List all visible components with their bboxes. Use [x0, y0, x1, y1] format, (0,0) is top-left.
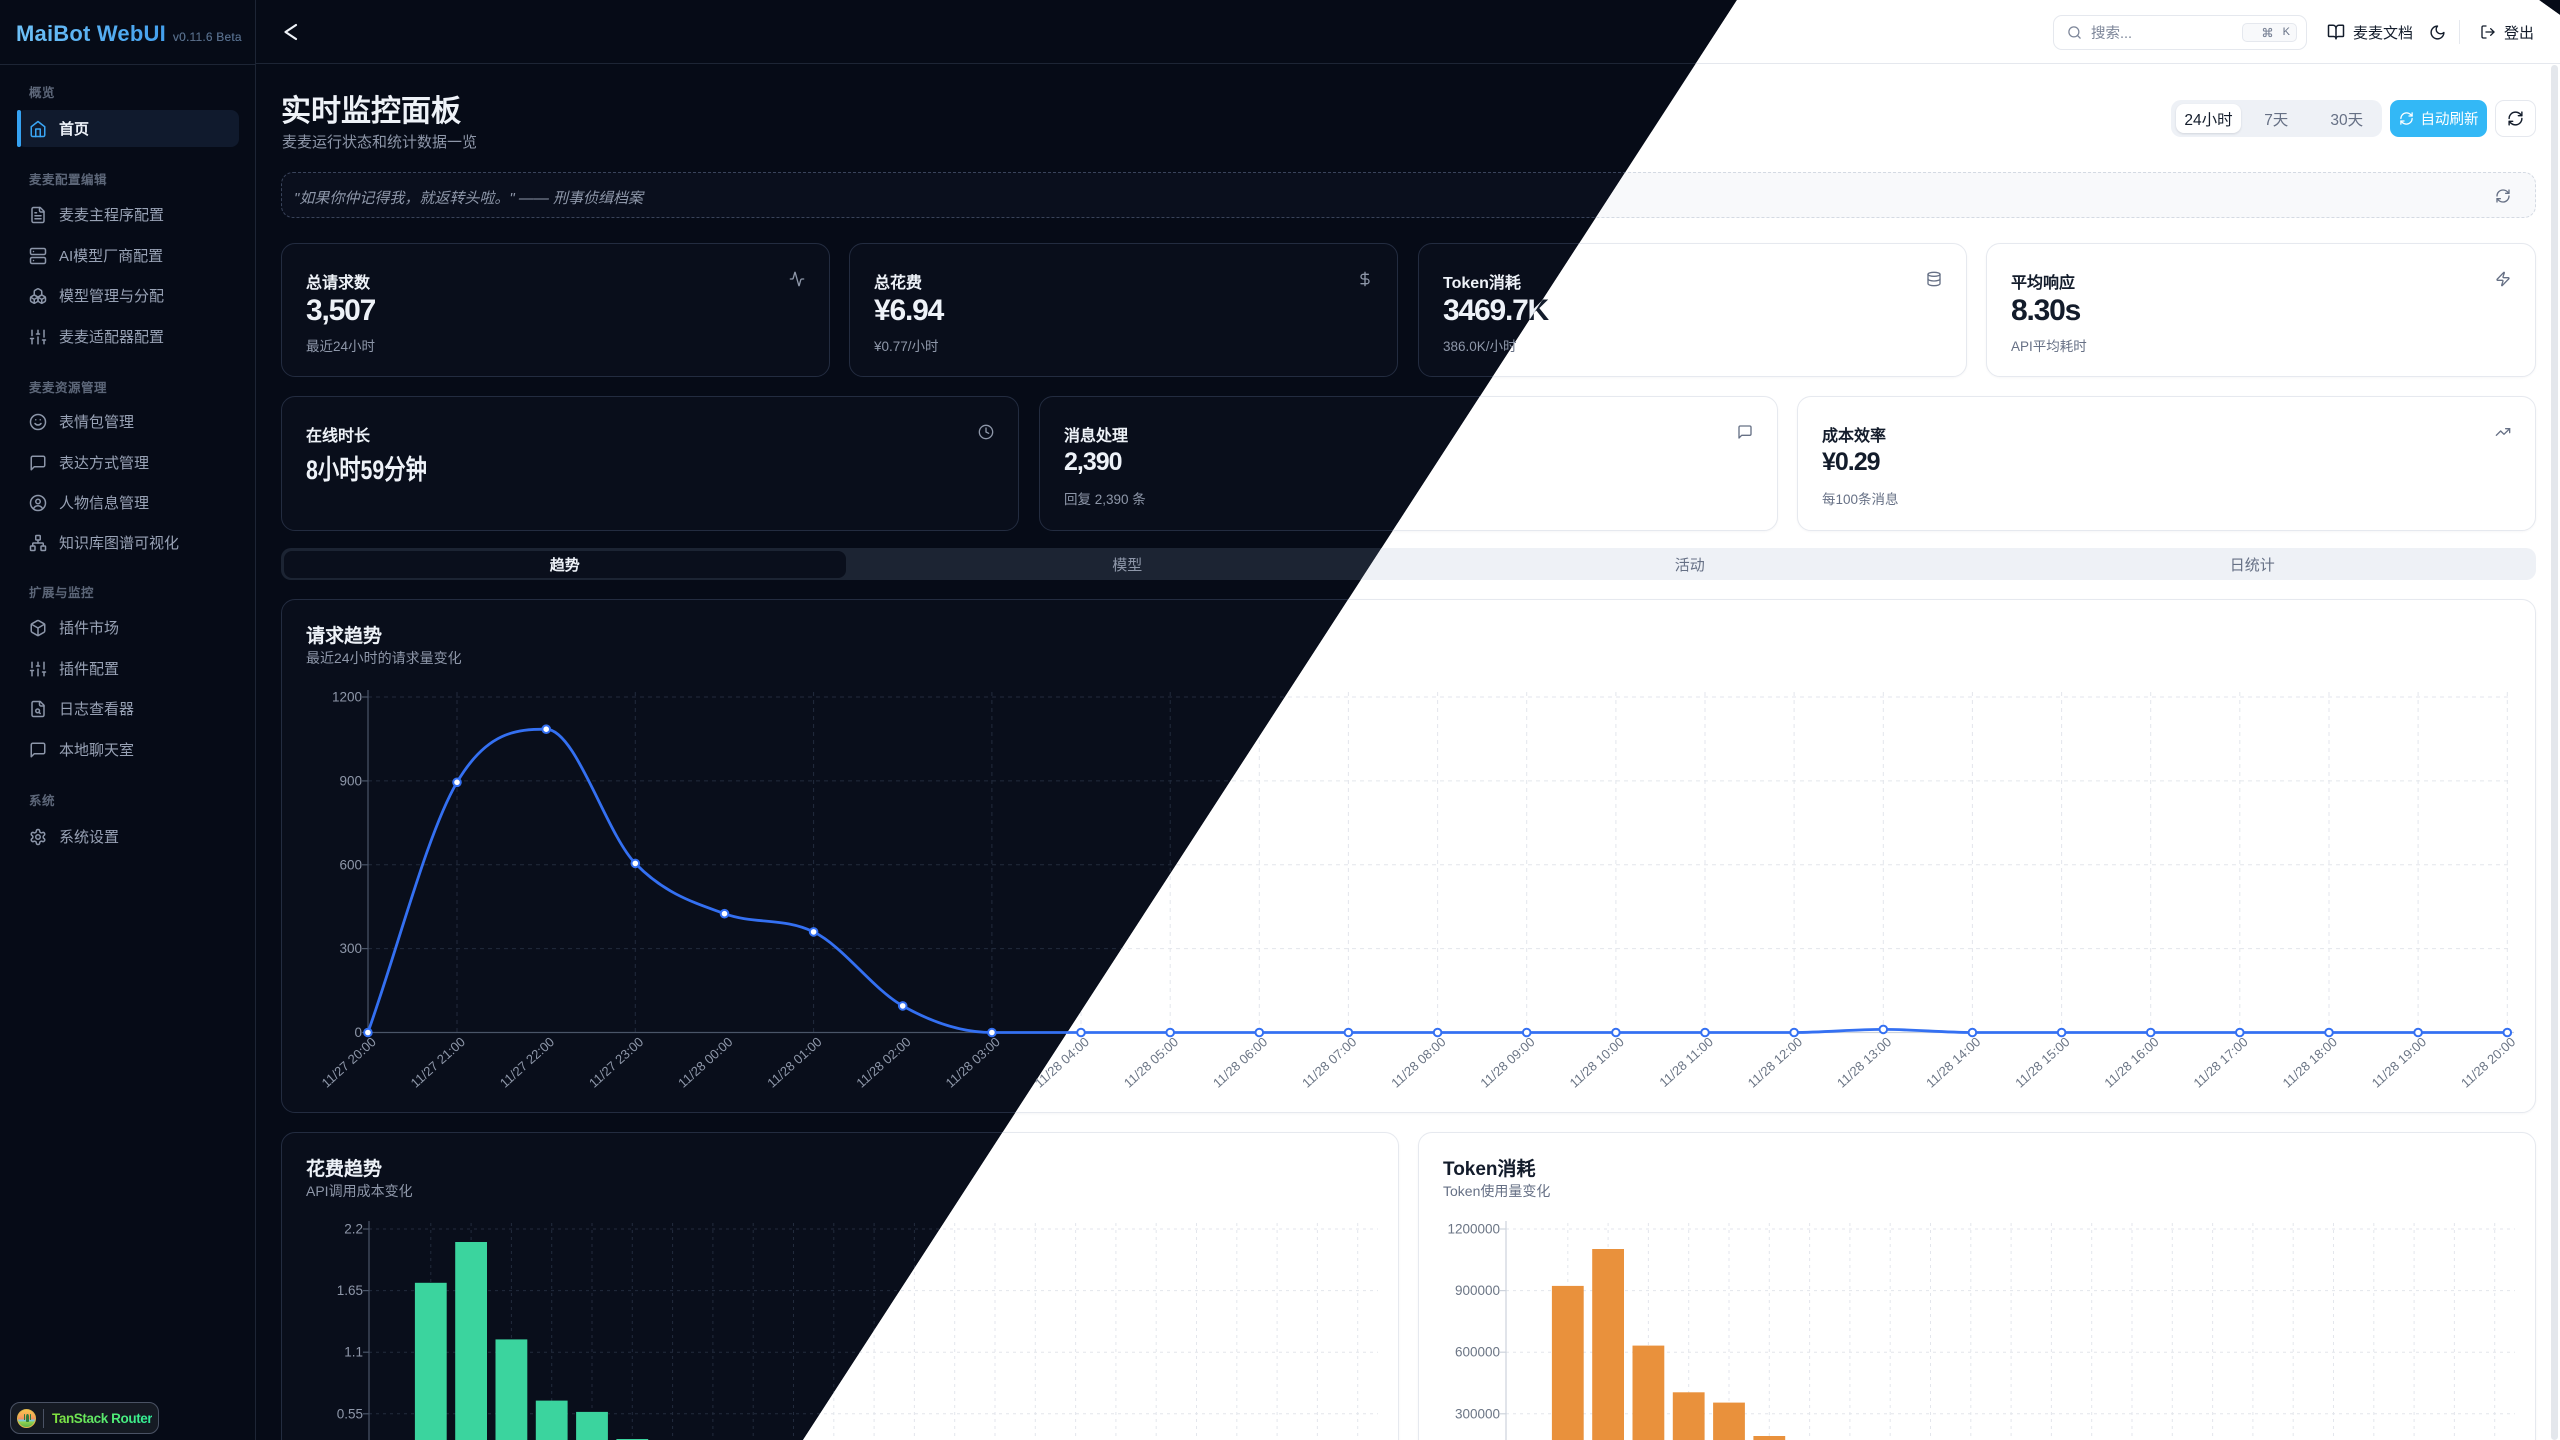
svg-text:11/28 11:00: 11/28 11:00: [1656, 1034, 1716, 1090]
svg-text:2.2: 2.2: [344, 1222, 363, 1237]
svg-text:11/28 03:00: 11/28 03:00: [943, 1034, 1003, 1090]
svg-text:11/28 09:00: 11/28 09:00: [1477, 1034, 1537, 1090]
svg-text:900: 900: [339, 773, 362, 788]
svg-text:600000: 600000: [1455, 1345, 1500, 1360]
svg-text:0.55: 0.55: [337, 1406, 363, 1421]
svg-text:11/28 18:00: 11/28 18:00: [2280, 1034, 2340, 1090]
svg-text:300: 300: [339, 941, 362, 956]
svg-text:11/28 10:00: 11/28 10:00: [1567, 1034, 1627, 1090]
svg-text:11/28 01:00: 11/28 01:00: [764, 1034, 824, 1090]
svg-text:11/28 20:00: 11/28 20:00: [2458, 1034, 2518, 1090]
svg-text:11/28 19:00: 11/28 19:00: [2369, 1034, 2429, 1090]
svg-text:1.1: 1.1: [344, 1345, 363, 1360]
svg-text:11/28 12:00: 11/28 12:00: [1745, 1034, 1805, 1090]
svg-text:1200: 1200: [332, 690, 362, 705]
svg-text:11/28 02:00: 11/28 02:00: [853, 1034, 913, 1090]
svg-text:11/28 05:00: 11/28 05:00: [1121, 1034, 1181, 1090]
svg-text:300000: 300000: [1455, 1406, 1500, 1421]
svg-text:11/28 06:00: 11/28 06:00: [1210, 1034, 1270, 1090]
svg-text:1.65: 1.65: [337, 1283, 363, 1298]
svg-text:0: 0: [354, 1025, 362, 1040]
svg-text:11/27 22:00: 11/27 22:00: [497, 1034, 557, 1090]
svg-text:11/28 17:00: 11/28 17:00: [2190, 1034, 2250, 1090]
svg-text:11/28 08:00: 11/28 08:00: [1388, 1034, 1448, 1090]
svg-text:11/28 15:00: 11/28 15:00: [2012, 1034, 2072, 1090]
svg-text:900000: 900000: [1455, 1283, 1500, 1298]
svg-text:1200000: 1200000: [1447, 1222, 1500, 1237]
svg-text:11/27 21:00: 11/27 21:00: [408, 1034, 468, 1090]
svg-text:600: 600: [339, 857, 362, 872]
svg-text:11/28 00:00: 11/28 00:00: [675, 1034, 735, 1090]
svg-text:11/28 13:00: 11/28 13:00: [1834, 1034, 1894, 1090]
svg-text:11/28 16:00: 11/28 16:00: [2101, 1034, 2161, 1090]
svg-text:11/27 23:00: 11/27 23:00: [586, 1034, 646, 1090]
svg-text:11/27 20:00: 11/27 20:00: [319, 1034, 379, 1090]
svg-text:11/28 07:00: 11/28 07:00: [1299, 1034, 1359, 1090]
svg-text:11/28 14:00: 11/28 14:00: [1923, 1034, 1983, 1090]
